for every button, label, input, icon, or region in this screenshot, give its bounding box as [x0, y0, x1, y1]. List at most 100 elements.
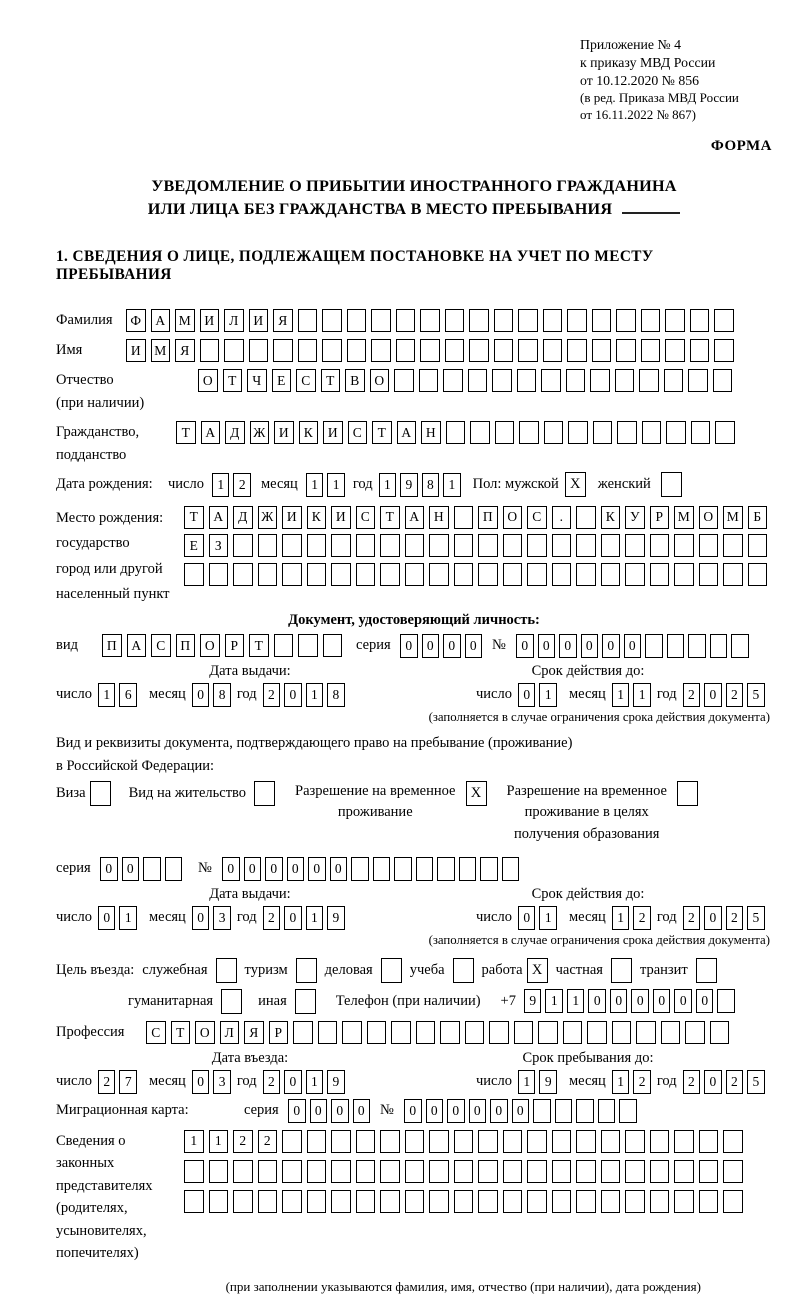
- char-cell[interactable]: [649, 1159, 669, 1183]
- char-cell[interactable]: [480, 856, 498, 881]
- char-cell[interactable]: [355, 534, 375, 558]
- char-cell[interactable]: Я: [244, 1021, 264, 1045]
- char-cell[interactable]: [355, 1159, 375, 1183]
- char-cell[interactable]: 0: [602, 633, 620, 658]
- char-cell[interactable]: [688, 369, 708, 393]
- char-cell[interactable]: [453, 505, 473, 529]
- char-cell[interactable]: 1: [539, 905, 557, 930]
- char-cell[interactable]: 0: [704, 682, 722, 707]
- char-cell[interactable]: [306, 1129, 326, 1153]
- char-cell[interactable]: [502, 562, 522, 586]
- char-cell[interactable]: 8: [421, 472, 440, 497]
- char-cell[interactable]: [640, 339, 660, 363]
- char-cell[interactable]: 7: [119, 1069, 137, 1094]
- char-cell[interactable]: [445, 421, 465, 445]
- char-cell[interactable]: [494, 421, 514, 445]
- char-cell[interactable]: 2: [97, 1069, 116, 1094]
- char-cell[interactable]: Б: [747, 505, 767, 529]
- char-cell[interactable]: [688, 633, 706, 658]
- temp-residence-education-checkbox[interactable]: [676, 780, 698, 806]
- purpose-business-checkbox[interactable]: [215, 957, 237, 983]
- char-cell[interactable]: [453, 1159, 473, 1183]
- char-cell[interactable]: 0: [331, 1098, 349, 1123]
- char-cell[interactable]: 0: [704, 905, 722, 930]
- char-cell[interactable]: 0: [243, 856, 261, 881]
- char-cell[interactable]: [346, 309, 366, 333]
- char-cell[interactable]: 0: [588, 989, 606, 1014]
- char-cell[interactable]: [443, 369, 463, 393]
- char-cell[interactable]: [404, 1129, 424, 1153]
- char-cell[interactable]: [723, 1159, 743, 1183]
- char-cell[interactable]: [591, 309, 611, 333]
- char-cell[interactable]: 1: [566, 989, 585, 1014]
- char-cell[interactable]: 1: [211, 472, 230, 497]
- char-cell[interactable]: Я: [175, 339, 195, 363]
- char-cell[interactable]: [640, 309, 660, 333]
- char-cell[interactable]: 8: [213, 682, 231, 707]
- char-cell[interactable]: С: [527, 505, 547, 529]
- char-cell[interactable]: 0: [308, 856, 326, 881]
- char-cell[interactable]: [527, 534, 547, 558]
- char-cell[interactable]: Е: [184, 534, 204, 558]
- char-cell[interactable]: 2: [682, 1069, 701, 1094]
- char-cell[interactable]: [282, 1189, 302, 1213]
- char-cell[interactable]: Т: [184, 505, 204, 529]
- char-cell[interactable]: [551, 562, 571, 586]
- char-cell[interactable]: [429, 1159, 449, 1183]
- char-cell[interactable]: 2: [682, 905, 701, 930]
- char-cell[interactable]: [665, 309, 685, 333]
- char-cell[interactable]: [587, 1021, 607, 1045]
- char-cell[interactable]: [698, 1189, 718, 1213]
- char-cell[interactable]: [568, 421, 588, 445]
- char-cell[interactable]: [590, 369, 610, 393]
- char-cell[interactable]: 1: [633, 682, 651, 707]
- char-cell[interactable]: [562, 1021, 582, 1045]
- char-cell[interactable]: 1: [611, 1069, 630, 1094]
- char-cell[interactable]: П: [102, 634, 122, 658]
- char-cell[interactable]: [306, 1189, 326, 1213]
- char-cell[interactable]: Д: [225, 421, 245, 445]
- char-cell[interactable]: М: [175, 309, 195, 333]
- char-cell[interactable]: [199, 339, 219, 363]
- char-cell[interactable]: 0: [704, 1069, 722, 1094]
- char-cell[interactable]: Т: [176, 421, 196, 445]
- char-cell[interactable]: [322, 339, 342, 363]
- char-cell[interactable]: [395, 309, 415, 333]
- char-cell[interactable]: [306, 562, 326, 586]
- char-cell[interactable]: Ф: [126, 309, 146, 333]
- char-cell[interactable]: 0: [265, 856, 283, 881]
- char-cell[interactable]: [689, 339, 709, 363]
- char-cell[interactable]: 0: [191, 905, 210, 930]
- char-cell[interactable]: [298, 634, 318, 658]
- char-cell[interactable]: [619, 1098, 637, 1123]
- char-cell[interactable]: [502, 1189, 522, 1213]
- char-cell[interactable]: 5: [747, 1069, 765, 1094]
- char-cell[interactable]: [709, 1021, 729, 1045]
- char-cell[interactable]: [665, 339, 685, 363]
- char-cell[interactable]: И: [248, 309, 268, 333]
- char-cell[interactable]: [641, 421, 661, 445]
- char-cell[interactable]: [592, 421, 612, 445]
- char-cell[interactable]: А: [150, 309, 170, 333]
- char-cell[interactable]: [306, 534, 326, 558]
- char-cell[interactable]: 9: [400, 472, 418, 497]
- char-cell[interactable]: [709, 633, 727, 658]
- char-cell[interactable]: 0: [284, 682, 302, 707]
- char-cell[interactable]: [322, 309, 342, 333]
- char-cell[interactable]: [698, 1129, 718, 1153]
- char-cell[interactable]: [625, 534, 645, 558]
- char-cell[interactable]: В: [345, 369, 365, 393]
- char-cell[interactable]: [437, 856, 455, 881]
- char-cell[interactable]: Т: [222, 369, 242, 393]
- char-cell[interactable]: 1: [443, 472, 461, 497]
- char-cell[interactable]: 0: [537, 633, 555, 658]
- char-cell[interactable]: И: [274, 421, 294, 445]
- char-cell[interactable]: А: [200, 421, 220, 445]
- char-cell[interactable]: 0: [443, 633, 461, 658]
- char-cell[interactable]: Я: [273, 309, 293, 333]
- char-cell[interactable]: И: [331, 505, 351, 529]
- char-cell[interactable]: 2: [633, 1069, 651, 1094]
- char-cell[interactable]: [233, 562, 253, 586]
- char-cell[interactable]: [551, 1159, 571, 1183]
- char-cell[interactable]: [600, 534, 620, 558]
